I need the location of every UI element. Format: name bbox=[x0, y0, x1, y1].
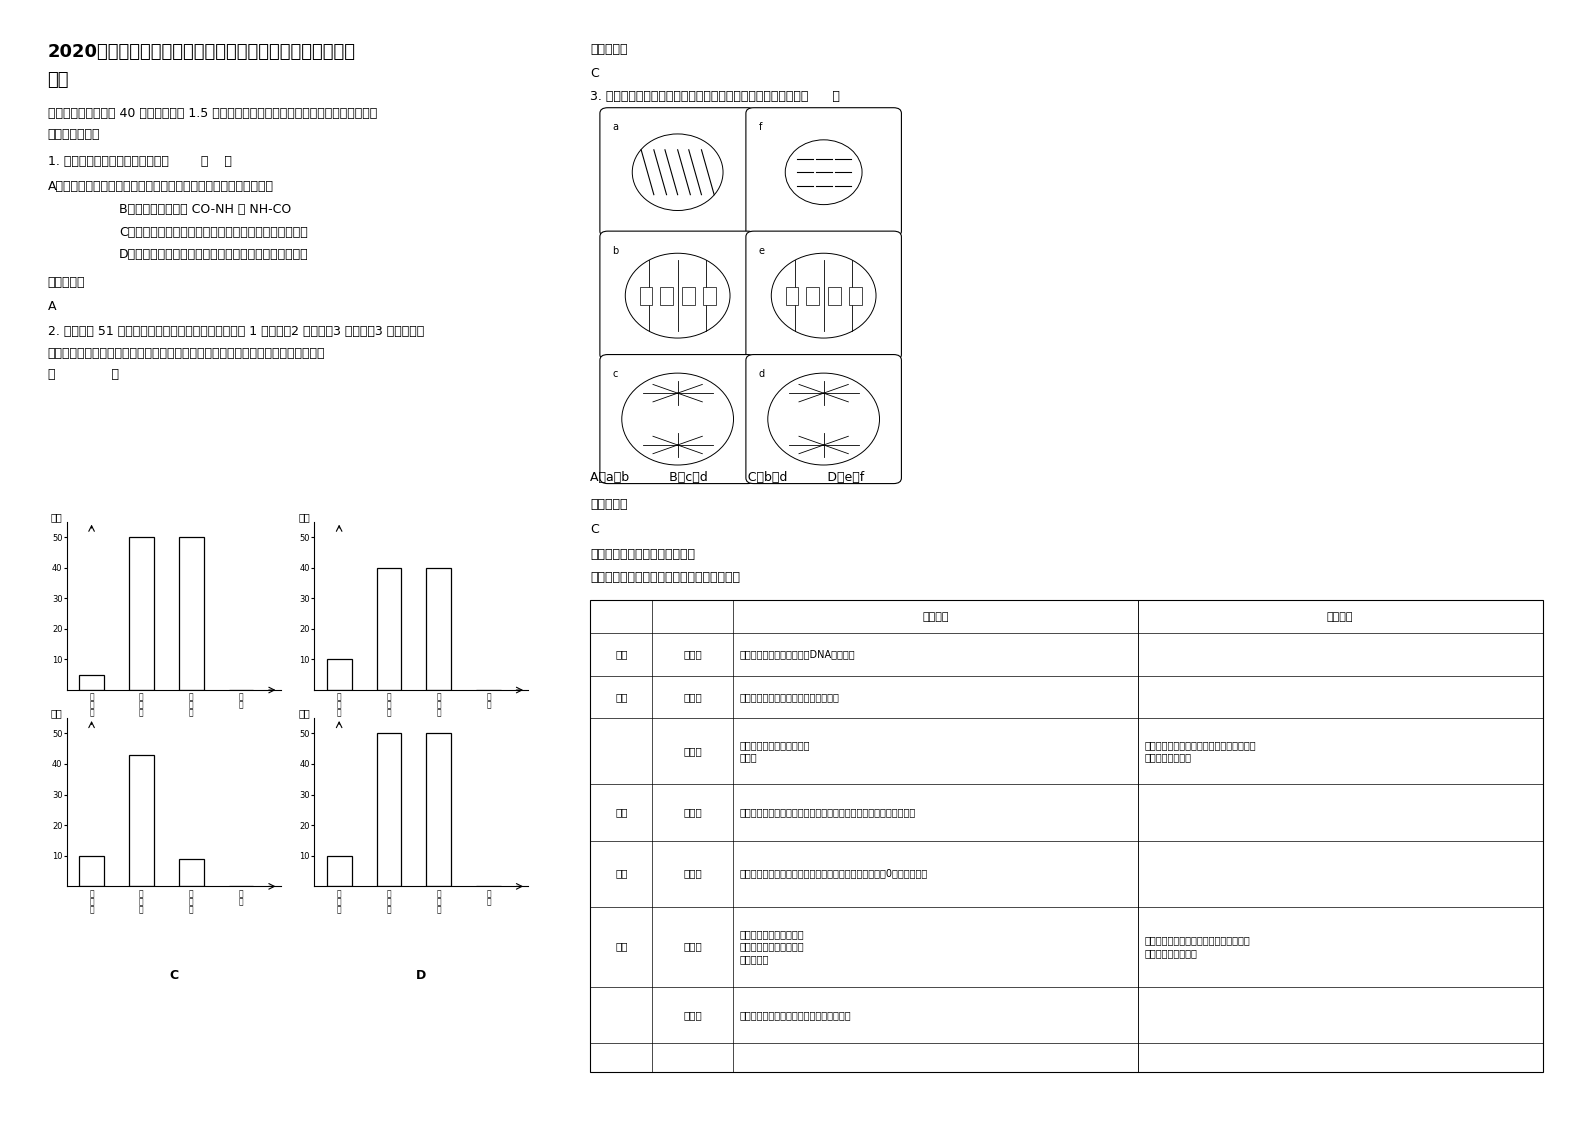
Text: D: D bbox=[416, 969, 427, 982]
Text: C: C bbox=[590, 523, 600, 536]
Text: 染色体复制（蛋白质合成和DNA的复制）: 染色体复制（蛋白质合成和DNA的复制） bbox=[740, 650, 855, 660]
FancyBboxPatch shape bbox=[600, 231, 755, 360]
Ellipse shape bbox=[786, 140, 862, 204]
Text: a: a bbox=[613, 122, 619, 132]
Text: 相同点: 相同点 bbox=[684, 868, 701, 879]
Text: A: A bbox=[168, 773, 179, 785]
FancyBboxPatch shape bbox=[746, 355, 901, 484]
Text: 染色体的着丝点，连在两极的纺锤丝上，位于细胞中央，形成赤道板: 染色体的着丝点，连在两极的纺锤丝上，位于细胞中央，形成赤道板 bbox=[740, 808, 916, 817]
Text: 一、选择题（本题共 40 小题，每小题 1.5 分。在每小题给出的四个选项中，只有一项是符合: 一、选择题（本题共 40 小题，每小题 1.5 分。在每小题给出的四个选项中，只… bbox=[48, 107, 376, 120]
Bar bbox=[427, 568, 451, 690]
Text: 解析: 解析 bbox=[48, 71, 70, 89]
Bar bbox=[640, 286, 652, 304]
Bar bbox=[828, 286, 841, 304]
Ellipse shape bbox=[625, 254, 730, 338]
Text: A．a和b          B．c和d          C．b和d          D．e和f: A．a和b B．c和d C．b和d D．e和f bbox=[590, 471, 865, 485]
Text: 染色体的着丝点分裂，染色单体变为染色体，染色单体为0，染色体加倍: 染色体的着丝点分裂，染色单体变为染色体，染色单体为0，染色体加倍 bbox=[740, 868, 928, 879]
Text: B．肽键可以表示为 CO-NH 或 NH-CO: B．肽键可以表示为 CO-NH 或 NH-CO bbox=[119, 203, 292, 217]
Bar bbox=[129, 755, 154, 886]
Text: 末期: 末期 bbox=[616, 941, 627, 951]
Ellipse shape bbox=[768, 374, 879, 465]
Y-axis label: 数目: 数目 bbox=[298, 708, 309, 718]
Text: 3. 如图是某学生绘出的某高等植物细胞分裂图象其中错误的是（      ）: 3. 如图是某学生绘出的某高等植物细胞分裂图象其中错误的是（ ） bbox=[590, 90, 840, 103]
Text: 细胞中部出现细胞内陷，把细胞质膜凹为
二，形成两个子细胞: 细胞中部出现细胞内陷，把细胞质膜凹为 二，形成两个子细胞 bbox=[1144, 936, 1251, 958]
Bar bbox=[806, 286, 819, 304]
Y-axis label: 数目: 数目 bbox=[51, 708, 62, 718]
Text: 前期: 前期 bbox=[616, 692, 627, 702]
Text: 参考答案：: 参考答案： bbox=[590, 498, 628, 512]
Text: （              ）: （ ） bbox=[48, 368, 119, 381]
Text: 相同点: 相同点 bbox=[684, 650, 701, 660]
Ellipse shape bbox=[632, 134, 724, 211]
Bar bbox=[327, 660, 352, 690]
Bar bbox=[129, 537, 154, 690]
Bar bbox=[179, 537, 203, 690]
Bar bbox=[660, 286, 673, 304]
Text: 核仁、核膜消失，出现染色体和纺锤体: 核仁、核膜消失，出现染色体和纺锤体 bbox=[740, 692, 840, 702]
Bar bbox=[79, 674, 105, 690]
Text: 中期: 中期 bbox=[616, 808, 627, 817]
Text: C．几条肽链在形成蛋白质的过程中也通过肽键连接起来: C．几条肽链在形成蛋白质的过程中也通过肽键连接起来 bbox=[119, 226, 308, 239]
Text: 题目要求的。）: 题目要求的。） bbox=[48, 128, 100, 141]
Bar bbox=[427, 734, 451, 886]
Text: 相同点: 相同点 bbox=[684, 692, 701, 702]
Bar bbox=[590, 600, 1543, 1072]
Text: 纺锤体、染色体消失，核仁、核膜重新出现: 纺锤体、染色体消失，核仁、核膜重新出现 bbox=[740, 1010, 851, 1020]
Text: 已复制的两中心体分别移向两极，周围发出
星射，形成纺锤体: 已复制的两中心体分别移向两极，周围发出 星射，形成纺锤体 bbox=[1144, 739, 1255, 762]
Bar bbox=[376, 568, 402, 690]
Text: 参考答案：: 参考答案： bbox=[48, 276, 86, 289]
Text: 后期: 后期 bbox=[616, 868, 627, 879]
Text: 赤道板出现细胞板，扩展
形成新细胞壁，并把细胞
分为两个。: 赤道板出现细胞板，扩展 形成新细胞壁，并把细胞 分为两个。 bbox=[740, 929, 805, 964]
Bar bbox=[682, 286, 695, 304]
Text: 参考答案：: 参考答案： bbox=[590, 43, 628, 56]
Bar bbox=[786, 286, 798, 304]
Text: 不同点: 不同点 bbox=[684, 746, 701, 756]
Text: A．在形成多肽的过程中形成的肽键数目一定等于所失去的水分子数: A．在形成多肽的过程中形成的肽键数目一定等于所失去的水分子数 bbox=[48, 180, 273, 193]
Text: 2020年河北省邯郸市魏县农业技术中学高一生物模拟试题含: 2020年河北省邯郸市魏县农业技术中学高一生物模拟试题含 bbox=[48, 43, 355, 61]
Text: d: d bbox=[759, 369, 765, 379]
Text: f: f bbox=[759, 122, 762, 132]
Text: C: C bbox=[170, 969, 178, 982]
Bar bbox=[703, 286, 716, 304]
Ellipse shape bbox=[771, 254, 876, 338]
FancyBboxPatch shape bbox=[600, 355, 755, 484]
Text: 植物细胞: 植物细胞 bbox=[922, 611, 949, 622]
Ellipse shape bbox=[622, 374, 733, 465]
Bar bbox=[79, 856, 105, 886]
Text: 相同点: 相同点 bbox=[684, 808, 701, 817]
Text: c: c bbox=[613, 369, 617, 379]
Text: D．在链状肽中一个十肽分子比一个八肽分子多一个肽键: D．在链状肽中一个十肽分子比一个八肽分子多一个肽键 bbox=[119, 248, 308, 261]
Text: 间期: 间期 bbox=[616, 650, 627, 660]
FancyBboxPatch shape bbox=[600, 108, 755, 237]
Bar bbox=[849, 286, 862, 304]
Text: 相同点: 相同点 bbox=[684, 1010, 701, 1020]
Y-axis label: 数目: 数目 bbox=[51, 512, 62, 522]
Text: B: B bbox=[417, 773, 425, 785]
Text: 【考点】观察细胞的有丝分裂。: 【考点】观察细胞的有丝分裂。 bbox=[590, 548, 695, 561]
Text: A: A bbox=[48, 300, 56, 313]
Text: 【分析】动、植物细胞有丝分裂过程的异同：: 【分析】动、植物细胞有丝分裂过程的异同： bbox=[590, 571, 741, 585]
Y-axis label: 数目: 数目 bbox=[298, 512, 309, 522]
Text: e: e bbox=[759, 246, 765, 256]
Text: 2. 某肽链由 51 个氨基酸组成，如果用肽酶将其分解成 1 个二肽、2 个五肽、3 个六肽、3 个七肽，则: 2. 某肽链由 51 个氨基酸组成，如果用肽酶将其分解成 1 个二肽、2 个五肽… bbox=[48, 325, 424, 339]
Text: C: C bbox=[590, 67, 600, 81]
Text: 由细胞两极发出纺锤丝形成
纺锤体: 由细胞两极发出纺锤丝形成 纺锤体 bbox=[740, 739, 809, 762]
Bar bbox=[179, 858, 203, 886]
Bar bbox=[327, 856, 352, 886]
Text: b: b bbox=[613, 246, 619, 256]
Bar bbox=[376, 734, 402, 886]
Text: 不同点: 不同点 bbox=[684, 941, 701, 951]
FancyBboxPatch shape bbox=[746, 231, 901, 360]
Text: 这些短肽的氨基总数的最小值、肽键总数、分解成这些小分子肽所需水分子数依次是: 这些短肽的氨基总数的最小值、肽键总数、分解成这些小分子肽所需水分子数依次是 bbox=[48, 347, 325, 360]
Text: 1. 下列关于肽键的说法，正确的是        （    ）: 1. 下列关于肽键的说法，正确的是 （ ） bbox=[48, 155, 232, 168]
Text: 动物细胞: 动物细胞 bbox=[1327, 611, 1354, 622]
FancyBboxPatch shape bbox=[746, 108, 901, 237]
